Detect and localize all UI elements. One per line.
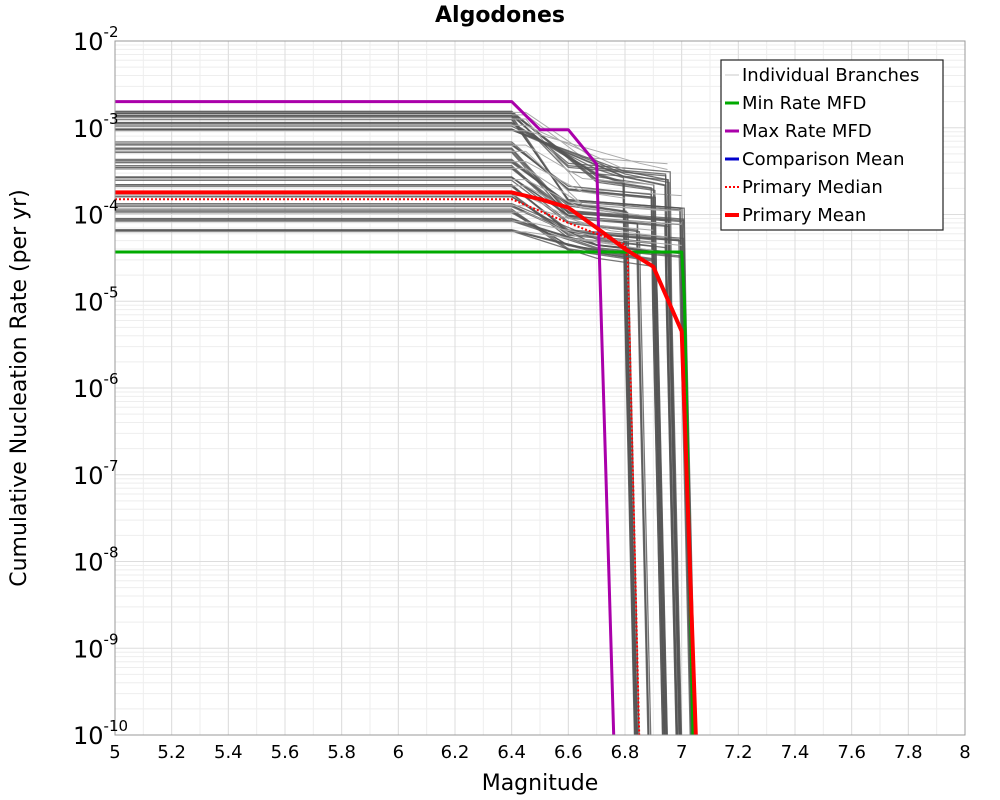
branch-line [115, 114, 668, 165]
branch-line [115, 167, 668, 212]
branch-line [115, 144, 654, 186]
branch-line [115, 230, 667, 736]
branch-line [115, 177, 650, 736]
y-tick-label: 10-3 [73, 110, 119, 143]
branch-line [115, 208, 637, 736]
x-tick-label: 5.6 [271, 742, 300, 763]
branch-line [115, 205, 678, 736]
branch-line [115, 205, 668, 238]
branch-line [115, 185, 691, 736]
x-tick-label: 5.2 [157, 742, 186, 763]
x-tick-label: 6.2 [441, 742, 470, 763]
y-tick-label: 10-5 [73, 283, 119, 316]
x-tick-label: 7.2 [724, 742, 753, 763]
x-tick-label: 5 [109, 742, 120, 763]
x-tick-label: 6 [393, 742, 404, 763]
branch-line [115, 195, 654, 231]
branch-line [115, 196, 666, 736]
legend-box [720, 59, 944, 231]
x-tick-label: 8 [959, 742, 970, 763]
legend-label: Primary Median [742, 177, 883, 198]
legend-label: Min Rate MFD [742, 93, 866, 114]
series-line-min-rate-mfd [115, 250, 695, 736]
y-tick-label: 10-6 [73, 370, 119, 403]
x-tick-label: 6.8 [611, 742, 640, 763]
x-tick-label: 7.4 [781, 742, 810, 763]
plot-frame [114, 40, 966, 736]
branch-line [115, 123, 636, 736]
chart-title: Algodones [435, 3, 565, 28]
branch-line [115, 161, 626, 199]
branch-line [115, 195, 665, 736]
y-tick-label: 10-2 [73, 23, 119, 56]
legend: Individual Branches Min Rate MFD Max Rate … [720, 59, 944, 231]
x-tick-labels: 5 5.2 5.4 5.6 5.8 6 6.2 6.4 6.6 6.8 7 7.2 7.4 7.6 7.8 8 [109, 742, 970, 763]
branch-line [115, 228, 666, 736]
series-line-primary-mean [115, 190, 698, 736]
branch-line [115, 143, 664, 736]
branch-line [115, 124, 626, 170]
x-tick-label: 5.4 [214, 742, 243, 763]
y-tick-label: 10-9 [73, 630, 119, 663]
series-line-max-rate-mfd [115, 100, 616, 736]
legend-label: Individual Branches [742, 65, 919, 86]
branch-line [115, 121, 636, 736]
branch-line [115, 221, 682, 246]
y-axis-label: Cumulative Nucleation Rate (per yr) [7, 189, 32, 587]
individual-branches [115, 110, 697, 736]
x-axis-label: Magnitude [482, 771, 599, 796]
branch-line [115, 179, 652, 736]
x-tick-label: 6.6 [554, 742, 583, 763]
y-tick-label: 10-8 [73, 544, 119, 577]
legend-label: Max Rate MFD [742, 121, 872, 142]
y-tick-label: 10-10 [73, 717, 128, 750]
branch-line [115, 179, 640, 216]
branch-line [115, 150, 682, 212]
y-tick-labels: 10-10 10-9 10-8 10-7 10-6 10-5 10-4 10-3 10-2 [73, 23, 128, 750]
y-tick-label: 10-4 [73, 197, 119, 230]
x-tick-label: 5.8 [327, 742, 356, 763]
branch-line [115, 231, 654, 251]
x-tick-label: 7 [676, 742, 687, 763]
x-tick-label: 6.4 [497, 742, 526, 763]
x-tick-label: 7.8 [894, 742, 923, 763]
branch-line [115, 211, 626, 246]
y-tick-label: 10-7 [73, 457, 119, 490]
series-line-primary-median [115, 198, 641, 736]
branch-line [115, 217, 696, 736]
branch-line [115, 220, 696, 736]
legend-label: Comparison Mean [742, 149, 905, 170]
series-lines [115, 100, 698, 736]
x-tick-label: 7.6 [837, 742, 866, 763]
branch-line [115, 202, 679, 736]
legend-label: Primary Mean [742, 205, 866, 226]
